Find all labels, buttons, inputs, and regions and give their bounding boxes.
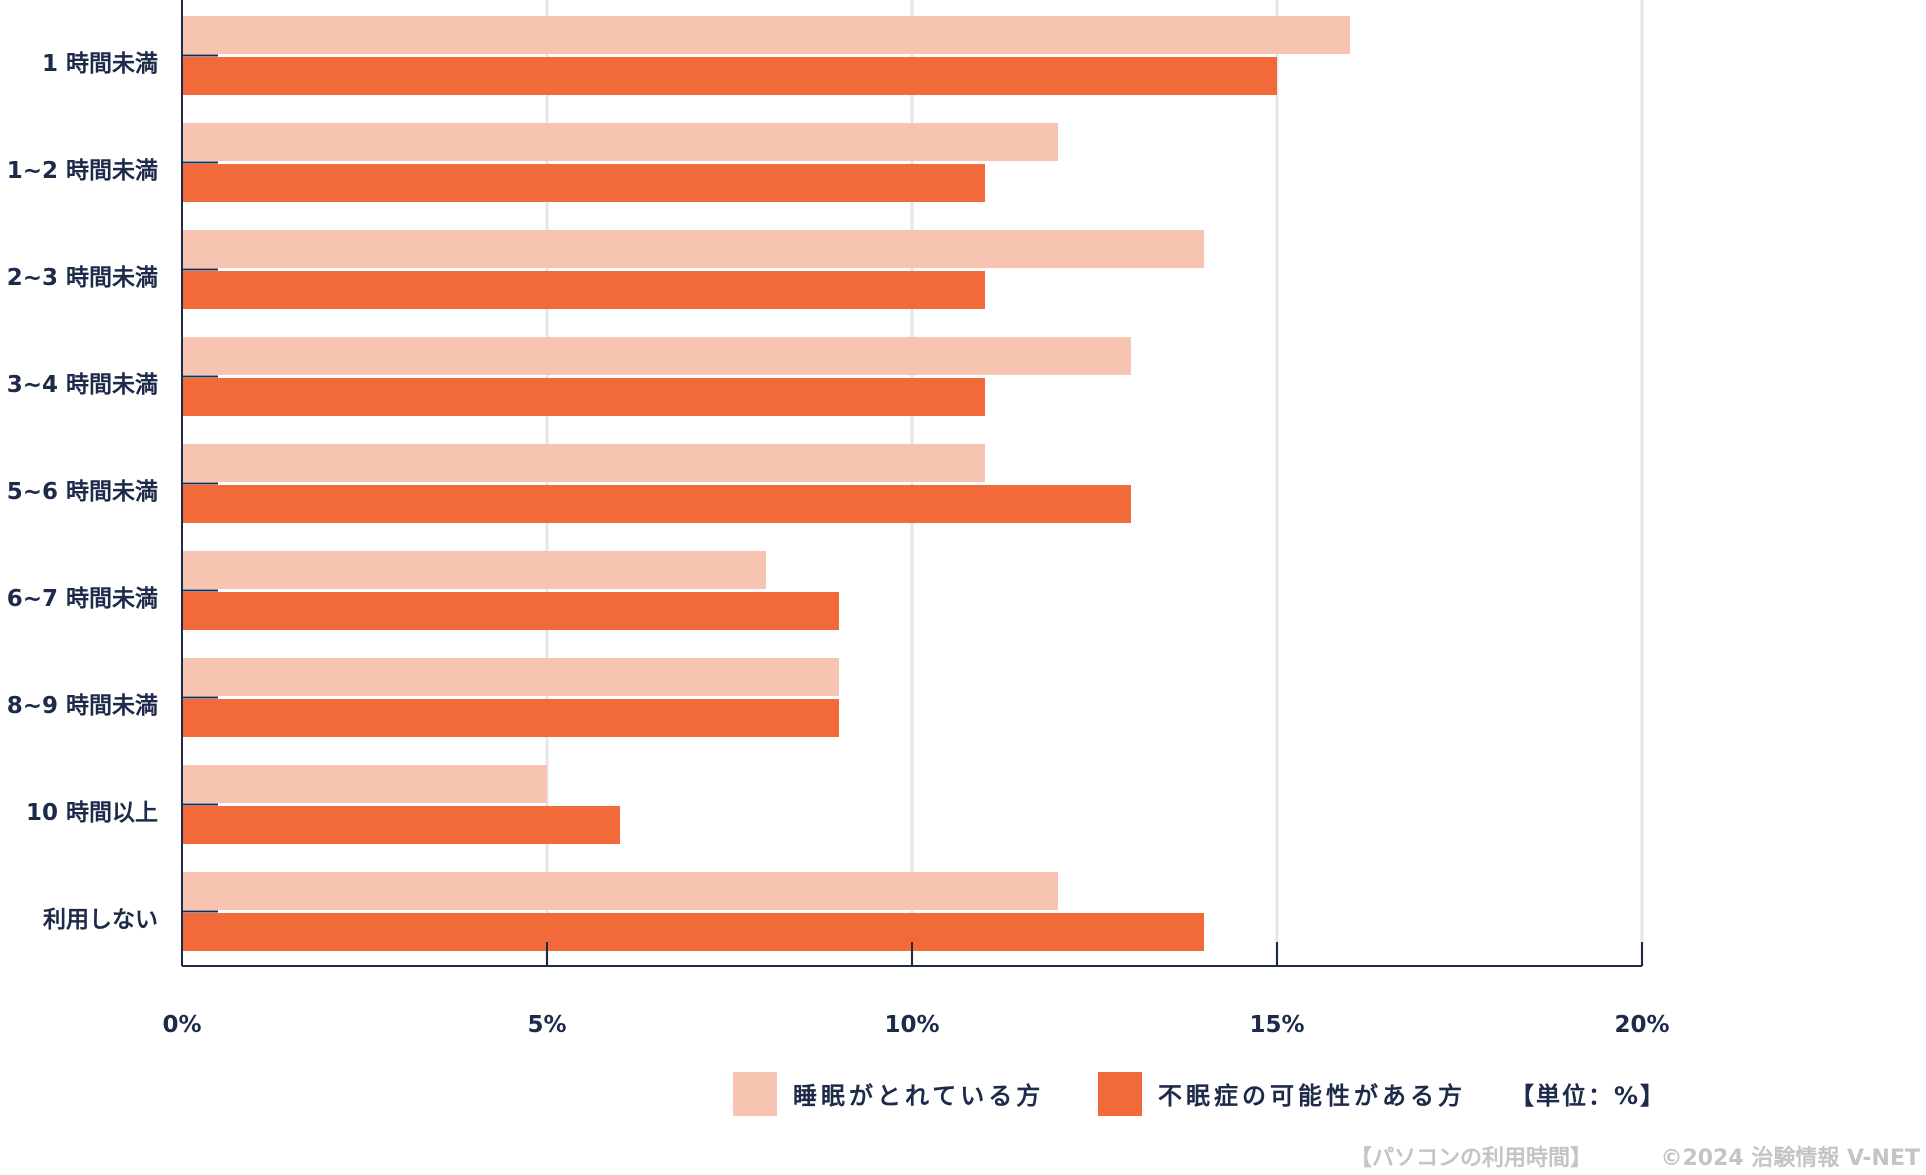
x-tick-label: 10% — [884, 1012, 939, 1038]
bar-dark — [182, 913, 1204, 951]
legend: 睡眠がとれている方 不眠症の可能性がある方 【単位：%】 — [733, 1072, 1666, 1116]
x-tick-label: 15% — [1249, 1012, 1304, 1038]
category-label: 1~2 時間未満 — [7, 158, 158, 184]
bar-light — [182, 123, 1058, 161]
category-label: 5~6 時間未満 — [7, 479, 158, 505]
bars — [182, 16, 1350, 951]
category-label: 1 時間未満 — [42, 51, 158, 77]
bar-dark — [182, 806, 620, 844]
bar-light — [182, 551, 766, 589]
x-tick-label: 0% — [162, 1012, 201, 1038]
x-tick-label: 5% — [527, 1012, 566, 1038]
category-label: 利用しない — [43, 907, 158, 933]
bar-dark — [182, 699, 839, 737]
category-label: 6~7 時間未満 — [7, 586, 158, 612]
legend-label-dark: 不眠症の可能性がある方 — [1158, 1082, 1466, 1110]
bar-dark — [182, 57, 1277, 95]
legend-swatch-light — [733, 1072, 777, 1116]
bar-light — [182, 765, 547, 803]
footer: 【パソコンの利用時間】 ©2024 治験情報 V-NET — [1350, 1145, 1920, 1171]
bar-light — [182, 872, 1058, 910]
bar-dark — [182, 378, 985, 416]
footer-credit: ©2024 治験情報 V-NET — [1660, 1145, 1920, 1171]
bar-dark — [182, 592, 839, 630]
bar-light — [182, 337, 1131, 375]
bar-light — [182, 444, 985, 482]
bar-light — [182, 16, 1350, 54]
category-label: 10 時間以上 — [26, 800, 158, 826]
axes — [181, 0, 1643, 967]
bar-dark — [182, 164, 985, 202]
bar-dark — [182, 485, 1131, 523]
legend-label-light: 睡眠がとれている方 — [793, 1082, 1044, 1110]
category-label: 8~9 時間未満 — [7, 693, 158, 719]
bar-dark — [182, 271, 985, 309]
category-labels: 1 時間未満 1~2 時間未満 2~3 時間未満 3~4 時間未満 5~6 時間未満 6~… — [7, 51, 158, 933]
footer-caption: 【パソコンの利用時間】 — [1350, 1146, 1592, 1171]
category-label: 2~3 時間未満 — [7, 265, 158, 291]
legend-swatch-dark — [1098, 1072, 1142, 1116]
unit-note: 【単位：%】 — [1510, 1082, 1666, 1110]
bar-light — [182, 658, 839, 696]
bar-light — [182, 230, 1204, 268]
category-label: 3~4 時間未満 — [7, 372, 158, 398]
x-tick-label: 20% — [1614, 1012, 1669, 1038]
x-tick-labels: 0% 5% 10% 15% 20% — [162, 1012, 1669, 1038]
